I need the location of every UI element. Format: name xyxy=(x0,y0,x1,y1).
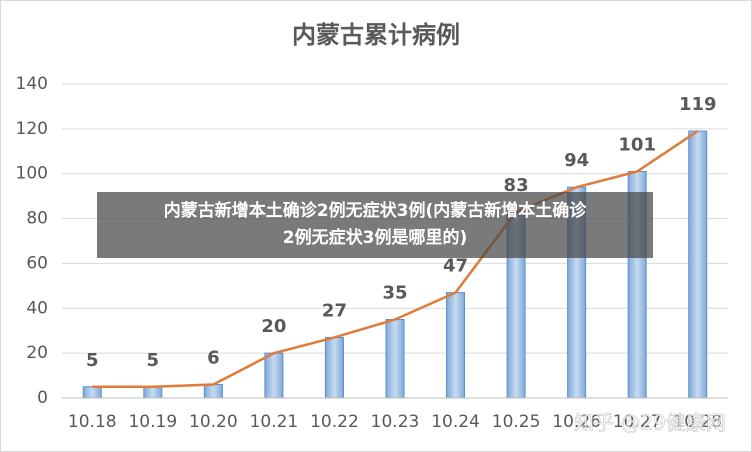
data-label: 83 xyxy=(504,175,529,196)
y-tick-label: 80 xyxy=(26,209,48,229)
banner-background xyxy=(97,192,653,258)
bar xyxy=(446,292,466,399)
y-tick-label: 100 xyxy=(16,164,48,184)
y-tick-label: 60 xyxy=(26,253,48,273)
x-tick-label: 10.19 xyxy=(128,412,177,432)
data-label: 101 xyxy=(618,134,656,155)
data-label: 35 xyxy=(382,283,407,304)
bar xyxy=(688,130,708,399)
data-label: 20 xyxy=(261,316,286,337)
data-label: 5 xyxy=(147,350,160,371)
x-tick-label: 10.27 xyxy=(613,412,662,432)
chart-title: 内蒙古累计病例 xyxy=(292,21,460,49)
data-label: 94 xyxy=(564,150,589,171)
bar xyxy=(82,386,102,399)
y-tick-label: 0 xyxy=(37,388,48,408)
x-tick-label: 10.24 xyxy=(431,412,480,432)
bar xyxy=(203,384,223,399)
banner-text: 2例无症状3例是哪里的) xyxy=(283,227,467,248)
x-tick-label: 10.26 xyxy=(552,412,601,432)
x-tick-label: 10.21 xyxy=(250,412,299,432)
bar xyxy=(143,386,163,399)
y-tick-label: 20 xyxy=(26,343,48,363)
x-tick-label: 10.23 xyxy=(371,412,420,432)
y-tick-label: 140 xyxy=(16,74,48,94)
banner-text: 内蒙古新增本土确诊2例无症状3例(内蒙古新增本土确诊 xyxy=(164,200,587,221)
bar xyxy=(264,352,284,399)
x-tick-label: 10.28 xyxy=(673,412,722,432)
data-label: 27 xyxy=(322,300,347,321)
data-label: 119 xyxy=(679,94,717,115)
data-label: 6 xyxy=(207,348,220,369)
x-tick-label: 10.18 xyxy=(68,412,117,432)
x-tick-label: 10.22 xyxy=(310,412,359,432)
x-tick-label: 10.25 xyxy=(492,412,541,432)
data-label: 5 xyxy=(86,350,99,371)
y-tick-label: 120 xyxy=(16,119,48,139)
x-tick-label: 10.20 xyxy=(189,412,238,432)
plot-area: 0 20 40 60 80 100 120 140 10.18 10.19 10.20 10.21 10… xyxy=(16,74,728,432)
bar xyxy=(385,319,405,399)
bar xyxy=(324,336,344,399)
y-tick-label: 40 xyxy=(26,298,48,318)
trend-line xyxy=(92,130,699,389)
data-label: 47 xyxy=(443,256,468,277)
watermark: 知乎 @29健康网 xyxy=(574,411,726,435)
